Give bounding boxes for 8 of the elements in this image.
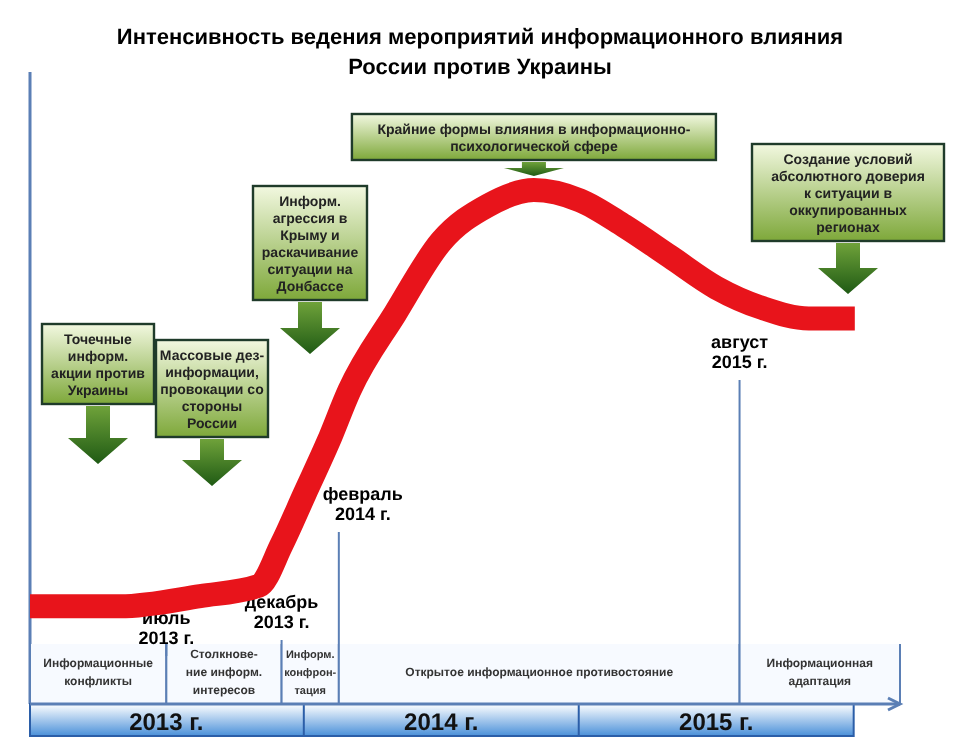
x-tick-label: 2013 г. <box>129 708 204 736</box>
ref-line-label: июль 2013 г. <box>138 608 195 648</box>
ref-line-label: август 2015 г. <box>711 332 770 372</box>
ref-line-label: декабрь 2013 г. <box>244 592 320 632</box>
x-tick-label: 2015 г. <box>679 708 754 736</box>
ref-line-label: февраль 2014 г. <box>322 484 404 524</box>
x-tick-label: 2014 г. <box>404 708 479 736</box>
chart-title: Интенсивность ведения мероприятий информационного влияния России против Украины <box>116 26 844 80</box>
